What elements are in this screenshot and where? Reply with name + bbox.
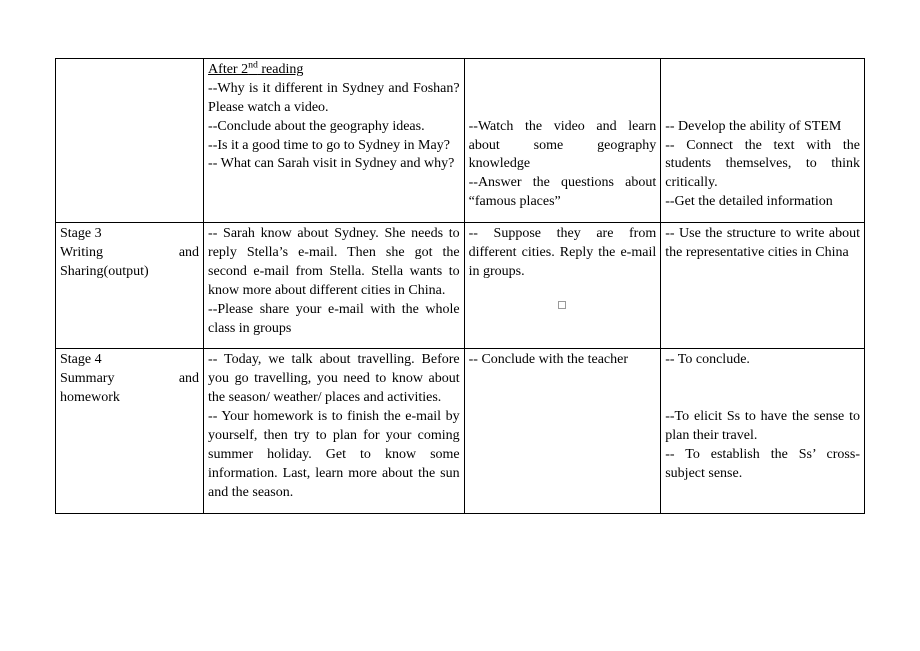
purpose-text: -- To conclude. — [665, 352, 750, 367]
purpose-text: -- Connect the text with the students th… — [665, 138, 860, 191]
student-text: --Watch the video and learn about some g… — [469, 119, 657, 172]
cell-teacher: -- Sarah know about Sydney. She needs to… — [204, 223, 465, 349]
marker-box — [469, 296, 657, 315]
cell-stage — [56, 59, 204, 223]
teacher-text: -- Your homework is to finish the e-mail… — [208, 409, 460, 500]
student-text: -- Conclude with the teacher — [469, 352, 628, 367]
teacher-text: --Why is it different in Sydney and Fosh… — [208, 81, 460, 115]
stage-label: Summary and homework — [60, 371, 199, 405]
table-row: Stage 3 Writing and Sharing(output) -- S… — [56, 223, 865, 349]
cell-teacher: After 2nd reading --Why is it different … — [204, 59, 465, 223]
cell-stage: Stage 3 Writing and Sharing(output) — [56, 223, 204, 349]
purpose-text: --Get the detailed information — [665, 194, 833, 209]
table-row: After 2nd reading --Why is it different … — [56, 59, 865, 223]
after-reading-heading: After 2nd reading — [208, 62, 303, 77]
stage-label: Writing and Sharing(output) — [60, 245, 199, 279]
cell-student: -- Suppose they are from different citie… — [464, 223, 661, 349]
purpose-text: -- Develop the ability of STEM — [665, 119, 841, 134]
student-text: --Answer the questions about “famous pla… — [469, 175, 657, 209]
teacher-text: --Is it a good time to go to Sydney in M… — [208, 138, 450, 153]
cell-stage: Stage 4 Summary and homework — [56, 349, 204, 513]
teacher-text: --Please share your e-mail with the whol… — [208, 302, 460, 336]
lesson-plan-table: After 2nd reading --Why is it different … — [55, 58, 865, 514]
document-page: After 2nd reading --Why is it different … — [0, 0, 920, 514]
stage-label: Stage 3 — [60, 226, 102, 241]
stage-label: Stage 4 — [60, 352, 102, 367]
purpose-text: -- To establish the Ss’ cross-subject se… — [665, 447, 860, 481]
cell-student: -- Conclude with the teacher — [464, 349, 661, 513]
teacher-text: --Conclude about the geography ideas. — [208, 119, 425, 134]
purpose-text: -- Use the structure to write about the … — [665, 226, 860, 260]
cell-student: --Watch the video and learn about some g… — [464, 59, 661, 223]
cell-purpose: -- Use the structure to write about the … — [661, 223, 865, 349]
cell-purpose: -- To conclude. --To elicit Ss to have t… — [661, 349, 865, 513]
teacher-text: -- Sarah know about Sydney. She needs to… — [208, 226, 460, 298]
square-marker-icon — [558, 301, 566, 309]
cell-purpose: -- Develop the ability of STEM -- Connec… — [661, 59, 865, 223]
table-row: Stage 4 Summary and homework -- Today, w… — [56, 349, 865, 513]
teacher-text: -- Today, we talk about travelling. Befo… — [208, 352, 460, 405]
student-text: -- Suppose they are from different citie… — [469, 226, 657, 279]
teacher-text: -- What can Sarah visit in Sydney and wh… — [208, 156, 454, 171]
purpose-text: --To elicit Ss to have the sense to plan… — [665, 409, 860, 443]
cell-teacher: -- Today, we talk about travelling. Befo… — [204, 349, 465, 513]
